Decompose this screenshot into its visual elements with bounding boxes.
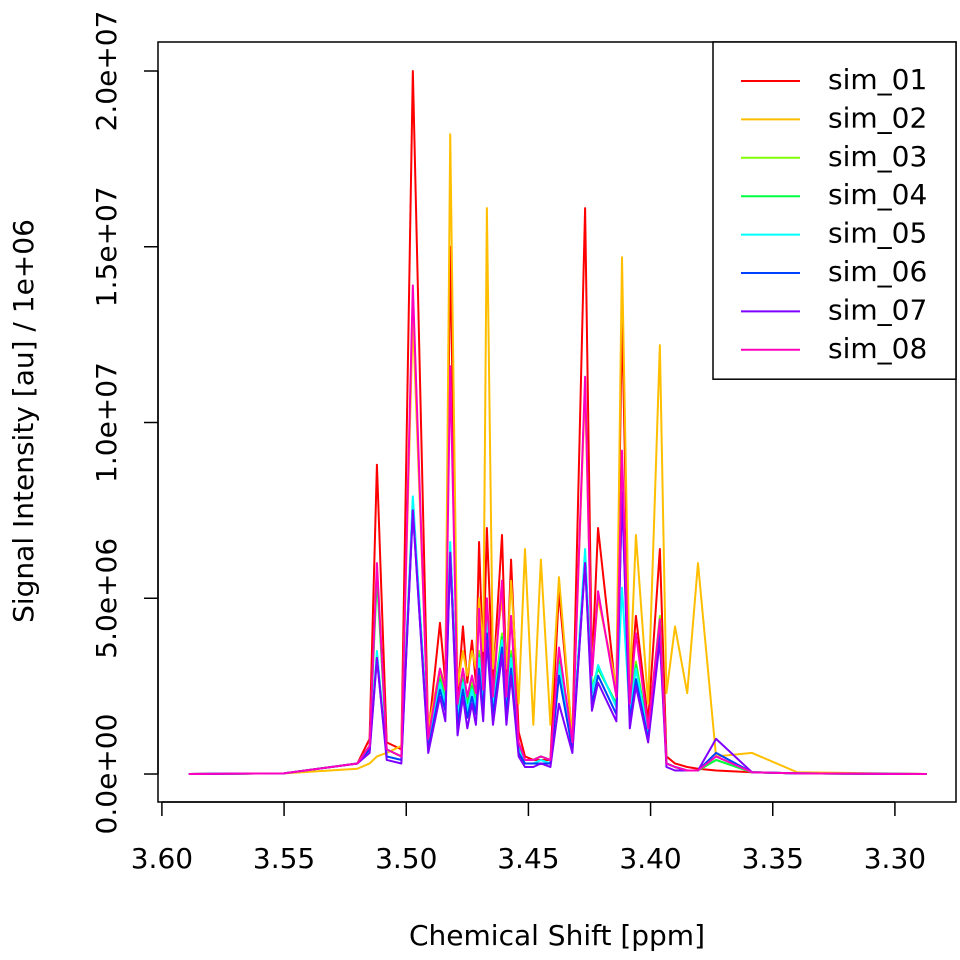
y-tick-label: 1.0e+07 — [90, 362, 123, 483]
legend-label: sim_03 — [828, 140, 927, 173]
x-tick-label: 3.60 — [131, 842, 193, 875]
legend-label: sim_07 — [828, 293, 927, 326]
x-tick-label: 3.55 — [253, 842, 315, 875]
y-axis-label: Signal Intensity [au] / 1e+06 — [7, 219, 40, 623]
x-tick-label: 3.30 — [864, 842, 926, 875]
legend-label: sim_02 — [828, 101, 927, 134]
x-tick-label: 3.40 — [619, 842, 681, 875]
y-tick-label: 0.0e+00 — [90, 714, 123, 835]
y-tick-label: 2.0e+07 — [90, 11, 123, 132]
legend-label: sim_08 — [828, 332, 927, 365]
y-tick-label: 1.5e+07 — [90, 186, 123, 307]
x-tick-label: 3.35 — [742, 842, 804, 875]
legend-label: sim_06 — [828, 255, 927, 288]
y-tick-label: 5.0e+06 — [90, 538, 123, 659]
x-tick-label: 3.50 — [375, 842, 437, 875]
legend-label: sim_05 — [828, 217, 927, 250]
spectrum-line — [188, 284, 927, 776]
x-axis-label: Chemical Shift [ppm] — [409, 919, 705, 952]
legend-label: sim_01 — [828, 63, 927, 96]
legend-box — [712, 41, 957, 380]
x-tick-label: 3.45 — [497, 842, 559, 875]
spectrum-line — [188, 495, 927, 776]
legend-label: sim_04 — [828, 178, 927, 211]
